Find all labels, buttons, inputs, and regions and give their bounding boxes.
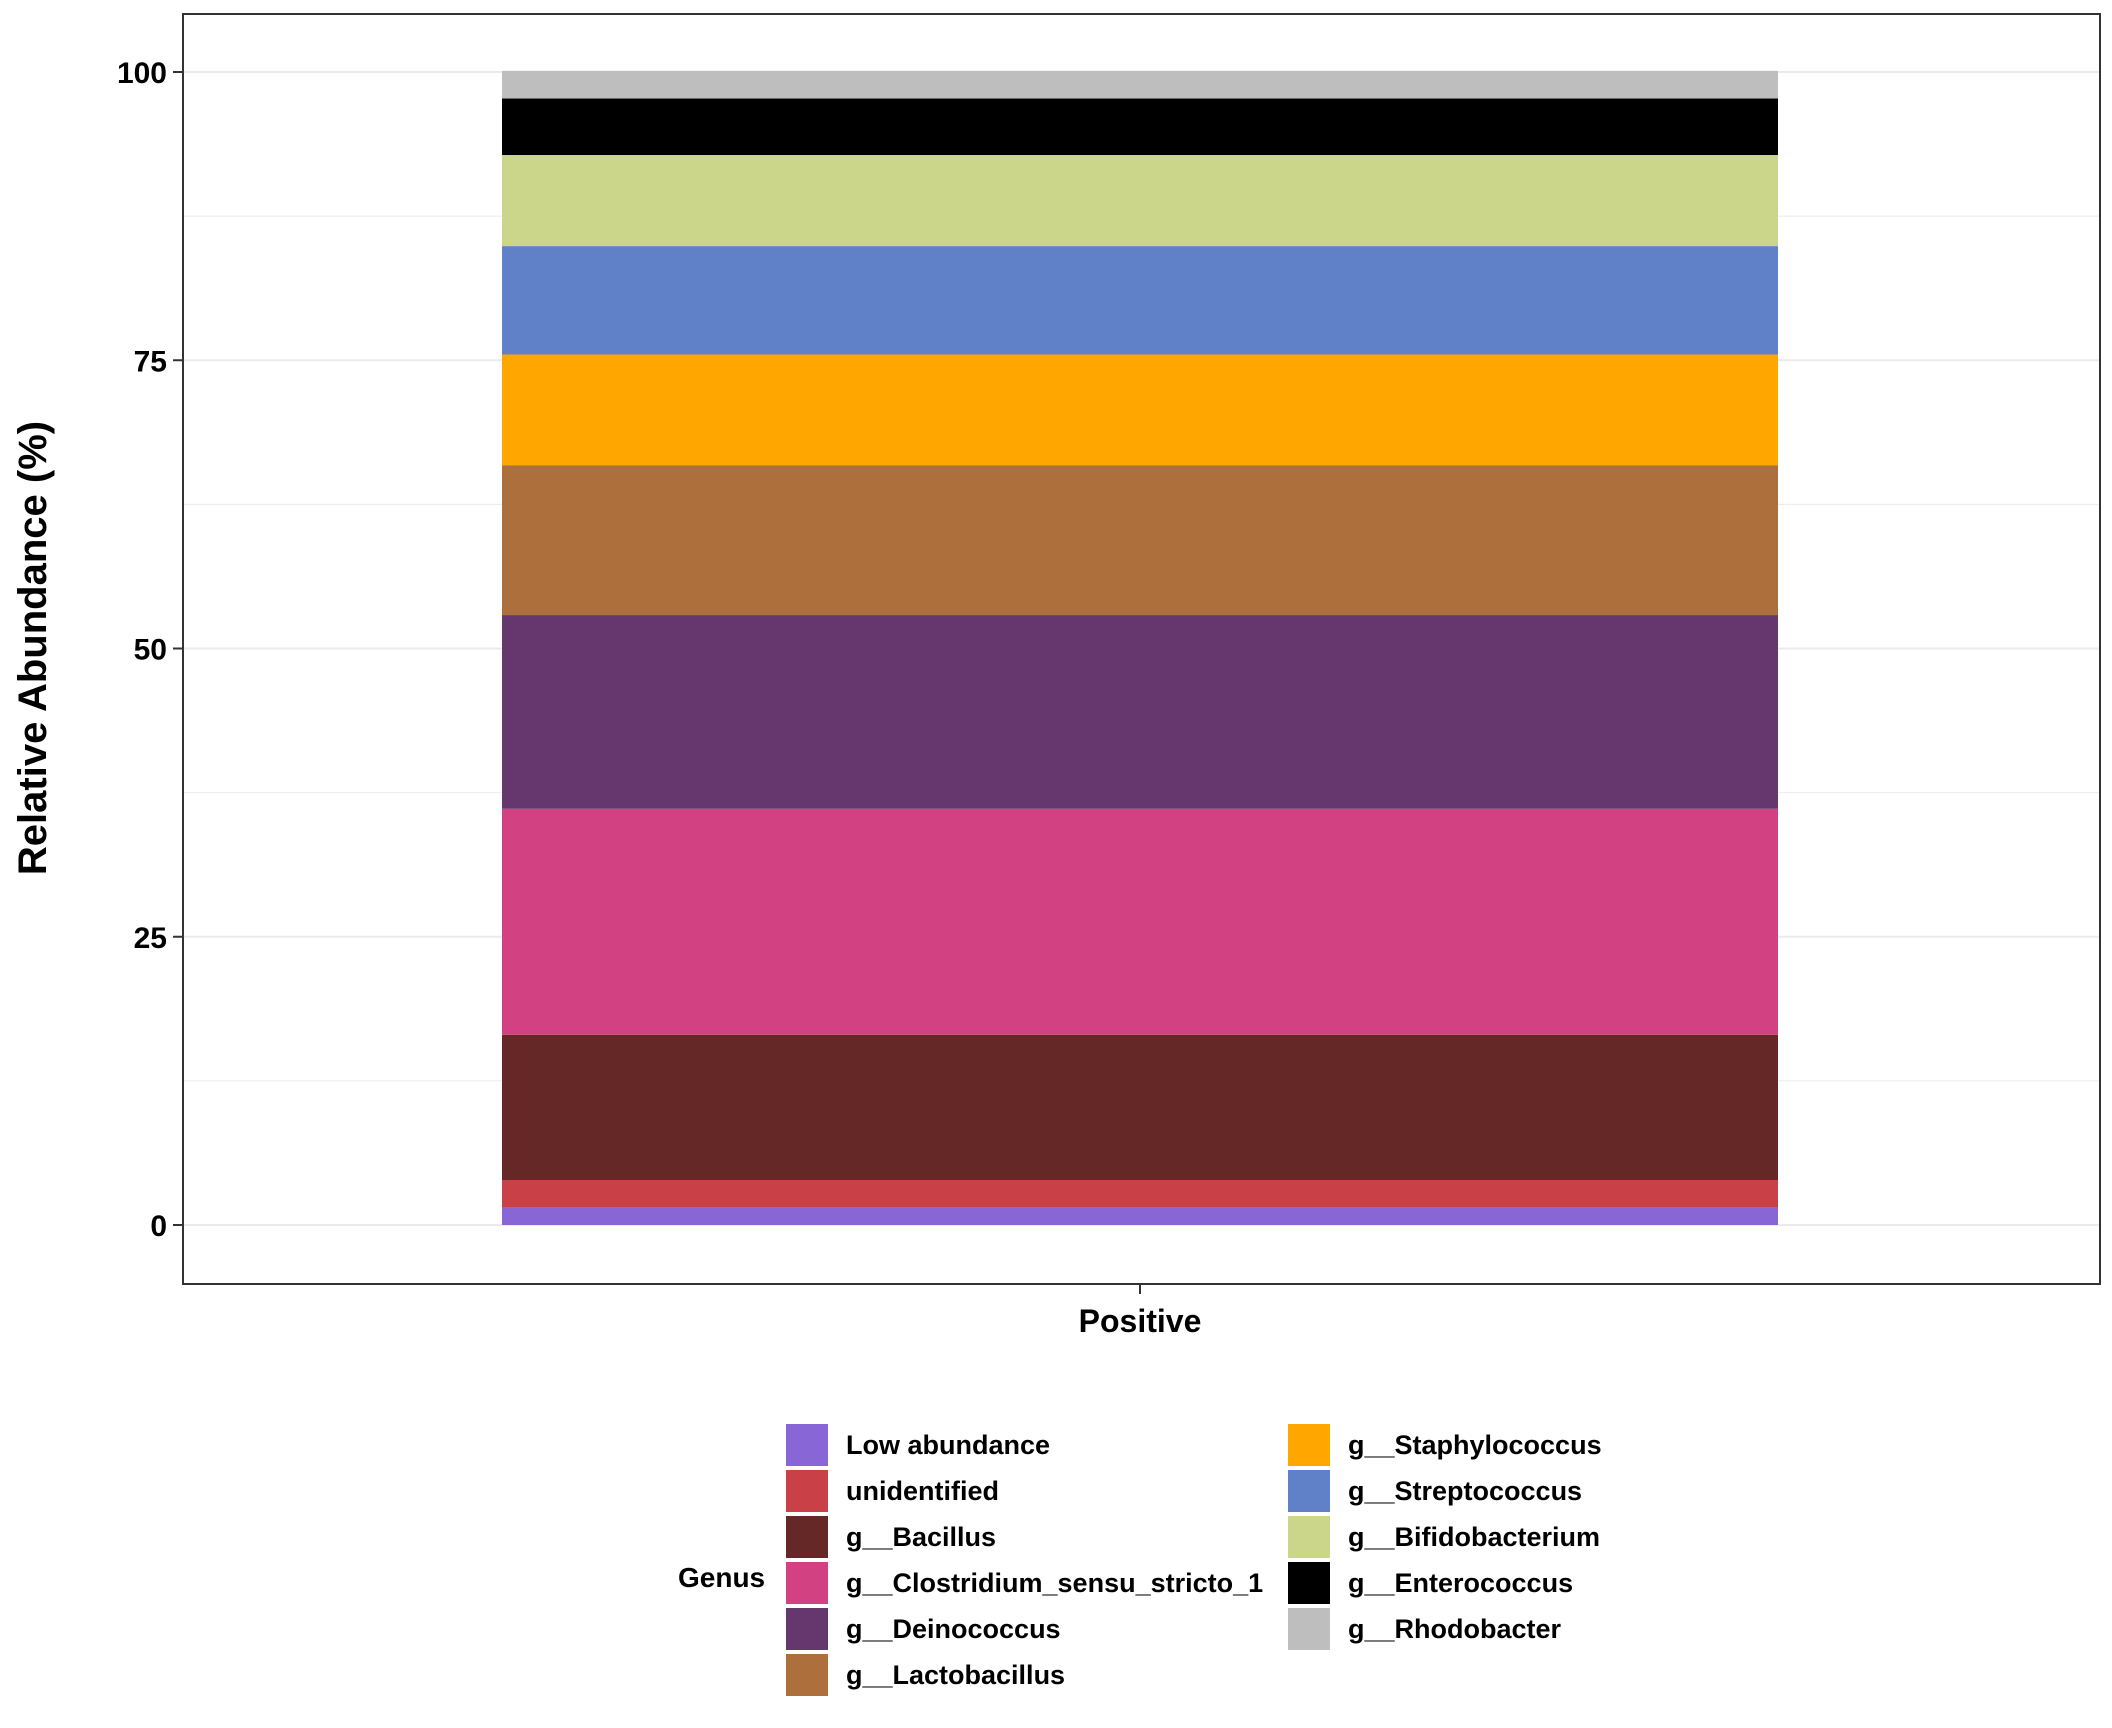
bar-segment — [502, 1034, 1778, 1181]
bar-segment — [502, 615, 1778, 809]
legend-title: Genus — [678, 1562, 766, 1593]
y-tick-label: 0 — [150, 1210, 167, 1243]
bar-segment — [502, 1207, 1778, 1225]
y-axis: 0 25 50 75 100 — [117, 57, 183, 1243]
legend-swatch — [786, 1562, 828, 1604]
legend-label: g__Rhodobacter — [1348, 1614, 1562, 1644]
bar-segment — [502, 808, 1778, 1035]
y-tick-label: 50 — [134, 634, 167, 667]
legend-label: g__Staphylococcus — [1348, 1430, 1602, 1460]
legend-swatch — [1288, 1562, 1330, 1604]
bar-segment — [502, 246, 1778, 355]
legend-swatch — [1288, 1470, 1330, 1512]
legend-label: g__Bacillus — [846, 1522, 997, 1552]
bar-segment — [502, 465, 1778, 616]
legend-swatch — [786, 1470, 828, 1512]
y-tick-label: 75 — [134, 345, 167, 378]
y-tick-label: 100 — [117, 57, 167, 90]
bar-segment — [502, 354, 1778, 466]
legend: Genus Low abundance unidentified g__Bacill… — [678, 1422, 1678, 1712]
bar-segment — [502, 70, 1778, 99]
legend-label: g__Clostridium_sensu_stricto_1 — [846, 1568, 1264, 1598]
legend-label: unidentified — [846, 1476, 999, 1506]
legend-swatch — [786, 1424, 828, 1466]
legend-swatch — [786, 1608, 828, 1650]
x-axis: Positive — [1079, 1284, 1202, 1339]
y-axis-title: Relative Abundance (%) — [11, 421, 55, 875]
stacked-bar — [502, 70, 1778, 1225]
bar-segment — [502, 98, 1778, 156]
legend-swatch — [1288, 1424, 1330, 1466]
legend-swatch — [786, 1516, 828, 1558]
legend-label: g__Enterococcus — [1348, 1568, 1574, 1598]
bar-segment — [502, 1180, 1778, 1208]
legend-label: g__Streptococcus — [1348, 1476, 1583, 1506]
bar-segment — [502, 155, 1778, 247]
x-tick-label: Positive — [1079, 1303, 1202, 1339]
y-tick-label: 25 — [134, 922, 167, 955]
legend-label: g__Deinococcus — [846, 1614, 1061, 1644]
legend-swatch — [1288, 1516, 1330, 1558]
legend-label: Low abundance — [846, 1430, 1051, 1460]
legend-swatch — [1288, 1608, 1330, 1650]
legend-label: g__Lactobacillus — [846, 1660, 1066, 1690]
legend-label: g__Bifidobacterium — [1348, 1522, 1601, 1552]
legend-swatch — [786, 1654, 828, 1696]
